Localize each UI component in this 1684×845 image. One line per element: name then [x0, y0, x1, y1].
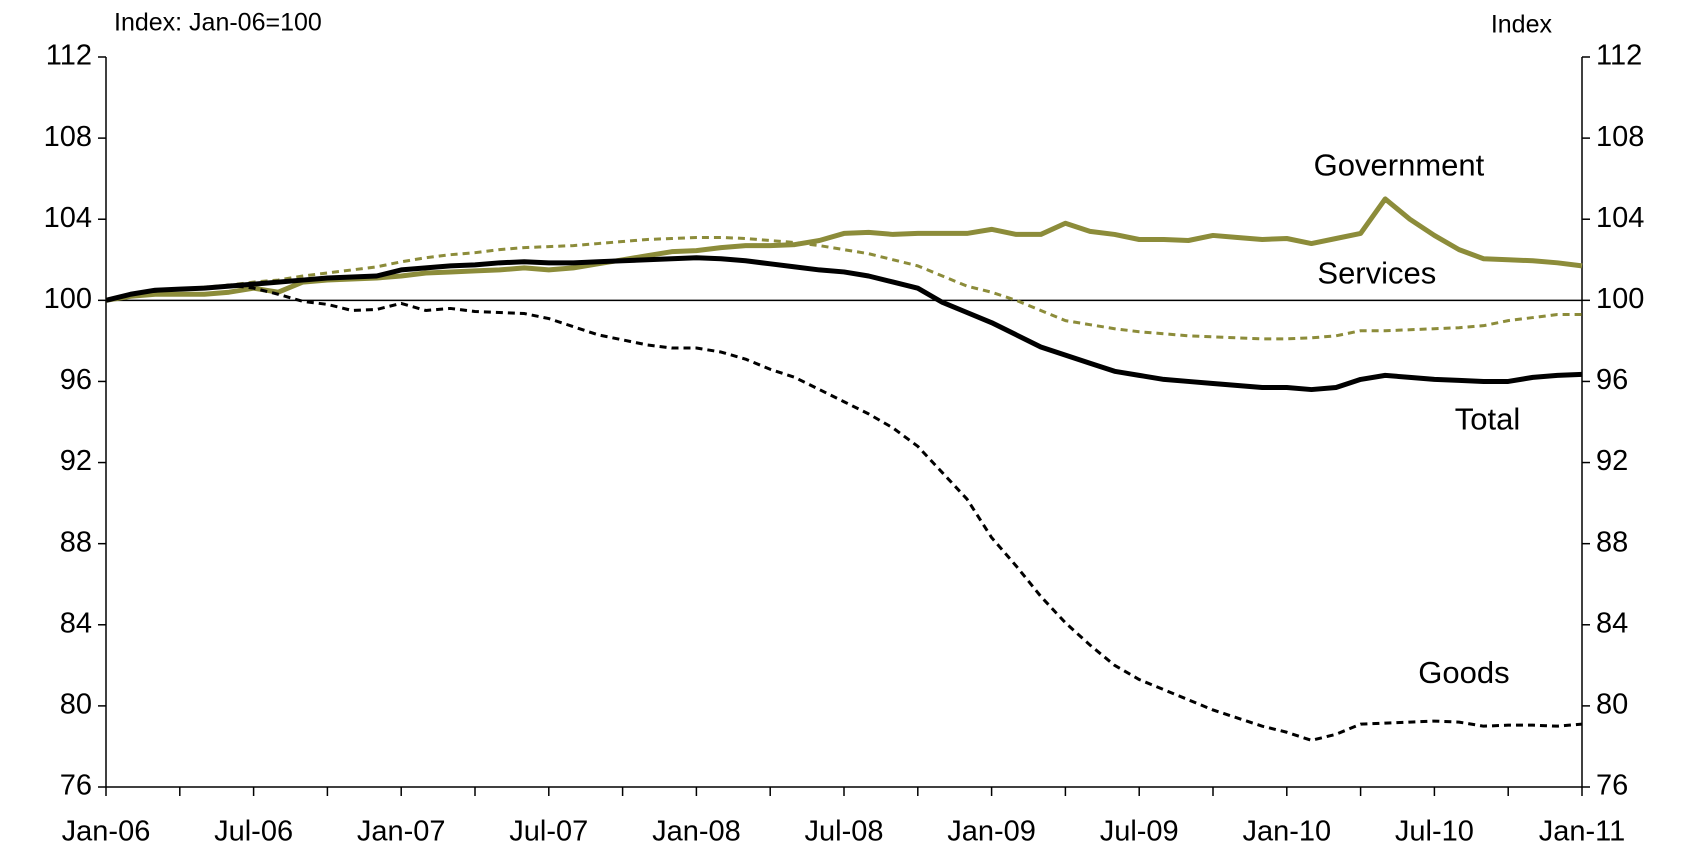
- y-tick-label: 112: [46, 40, 92, 72]
- x-tick-label: Jan-06: [62, 816, 151, 845]
- y-tick-label: 80: [60, 689, 92, 721]
- y-tick-label: 108: [44, 121, 92, 153]
- y2-tick-label: 100: [1596, 283, 1644, 315]
- y2-tick-label: 112: [1596, 40, 1642, 72]
- y-tick-label: 96: [60, 364, 92, 396]
- x-tick-label: Jul-09: [1100, 816, 1179, 845]
- y2-tick-label: 80: [1596, 689, 1628, 721]
- y2-tick-label: 104: [1596, 202, 1644, 234]
- series-label: Total: [1455, 401, 1520, 436]
- series-label: Government: [1314, 147, 1485, 182]
- x-tick-label: Jul-08: [805, 816, 884, 845]
- x-tick-label: Jul-06: [214, 816, 293, 845]
- y2-tick-label: 84: [1596, 607, 1628, 639]
- y-tick-label: 84: [60, 607, 92, 639]
- x-tick-label: Jan-09: [947, 816, 1036, 845]
- y2-axis-label: Index: [1491, 11, 1553, 39]
- y-tick-label: 88: [60, 526, 92, 558]
- y-axis-label: Index: Jan-06=100: [114, 9, 322, 37]
- x-tick-label: Jan-10: [1242, 816, 1331, 845]
- x-tick-label: Jan-11: [1539, 816, 1626, 845]
- y-tick-label: 76: [60, 770, 92, 802]
- y-tick-label: 92: [60, 445, 92, 477]
- y-tick-label: 100: [44, 283, 92, 315]
- y-tick-label: 104: [44, 202, 92, 234]
- series-label: Goods: [1418, 655, 1509, 690]
- series-line: [105, 255, 1583, 393]
- y2-tick-label: 76: [1596, 770, 1628, 802]
- x-tick-label: Jan-07: [357, 816, 446, 845]
- y2-tick-label: 88: [1596, 526, 1628, 558]
- series-line: [105, 283, 1583, 742]
- y2-tick-label: 108: [1596, 121, 1644, 153]
- y2-tick-label: 96: [1596, 364, 1628, 396]
- x-tick-label: Jul-07: [509, 816, 588, 845]
- y2-tick-label: 92: [1596, 445, 1628, 477]
- x-tick-label: Jan-08: [652, 816, 741, 845]
- series-label: Services: [1317, 255, 1436, 290]
- x-tick-label: Jul-10: [1395, 816, 1474, 845]
